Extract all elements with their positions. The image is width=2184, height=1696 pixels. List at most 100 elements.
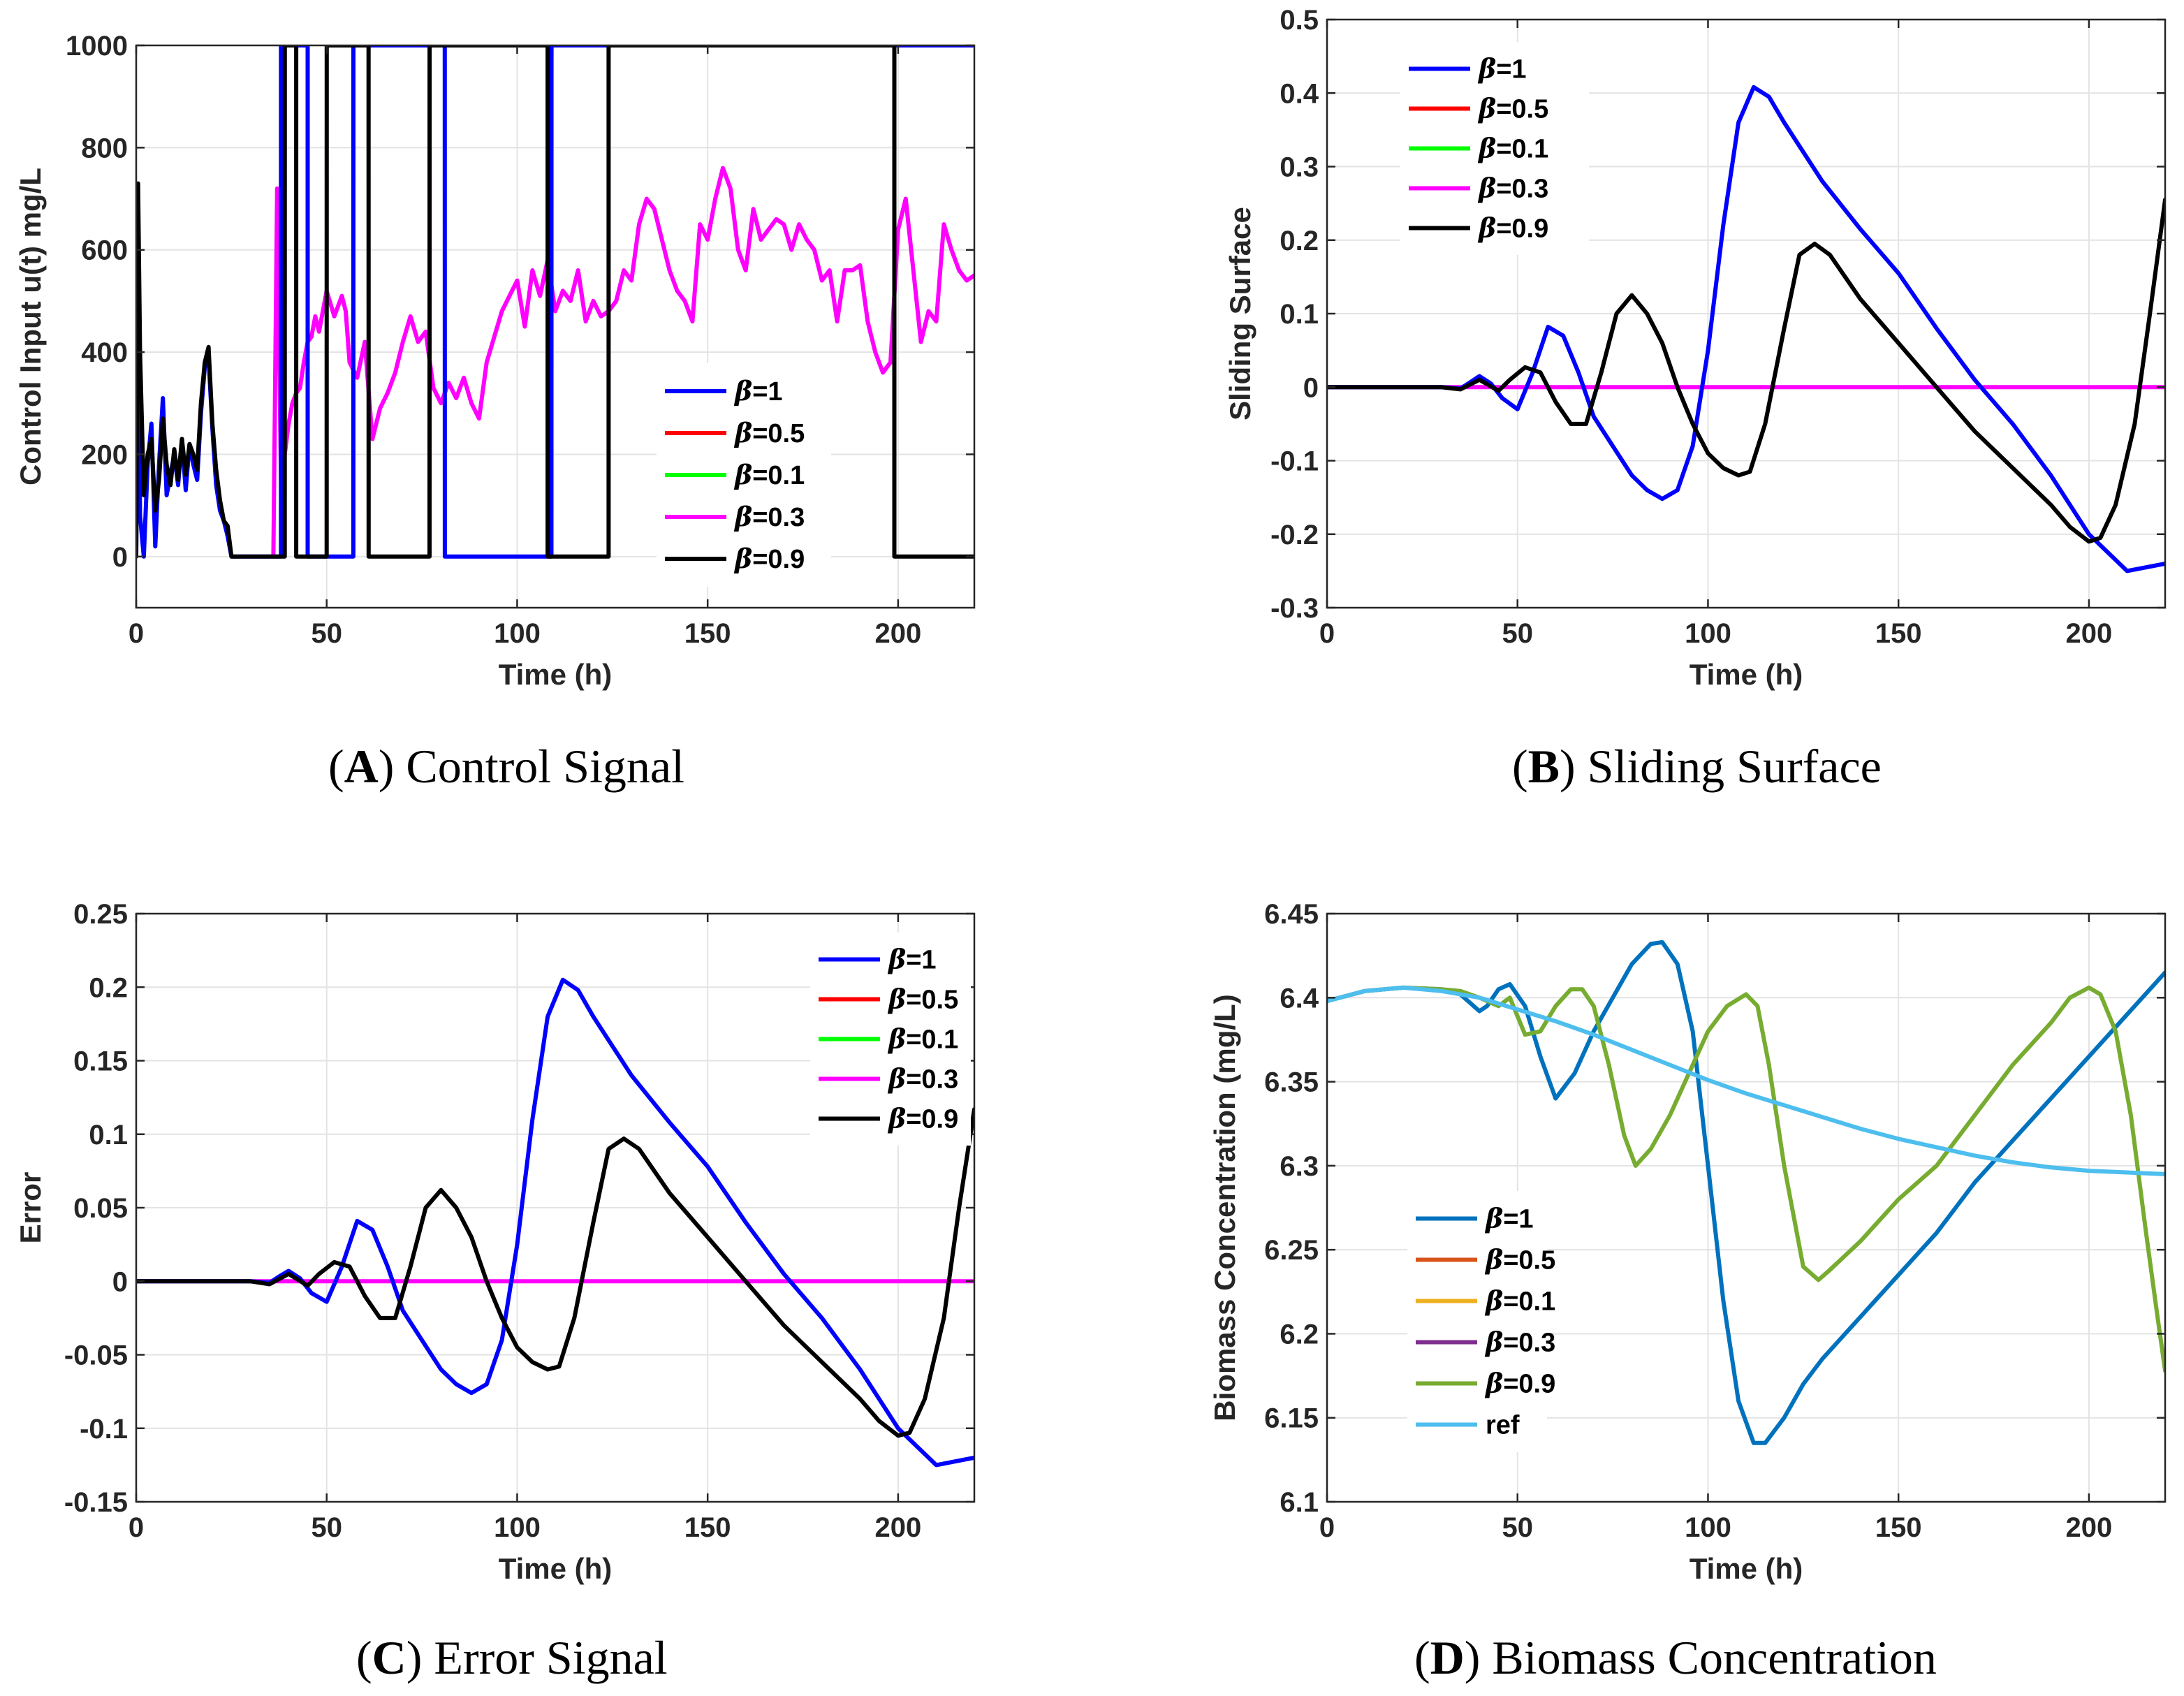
y-axis-label: Biomass Concentration (mg/L) [1208,994,1241,1421]
legend: β=1β=0.5β=0.1β=0.3β=0.9 [657,363,831,587]
ticks: 0 50 100 150 200 -0.15 -0.1 -0.05 0 0.05 0.1 0.15 0.… [64,899,974,1543]
series-group [1327,85,2165,573]
x-tick-label: 50 [311,618,342,649]
caption-letter: D [1430,1631,1465,1684]
axes-box [1326,912,2167,1503]
x-tick-label: 0 [129,1512,144,1543]
legend: β=1β=0.5β=0.1β=0.3β=0.9 [810,933,971,1146]
y-tick-label: 0.1 [1280,299,1319,330]
legend-beta-symbol: β [733,501,752,532]
x-tick-label: 100 [494,618,541,649]
legend-label: β=0.9 [887,1103,958,1134]
caption-letter: B [1528,740,1560,793]
series-line [136,977,974,1468]
x-tick-label: 0 [1319,618,1335,649]
legend-beta-symbol: β [733,459,752,490]
legend-label: β=1 [887,944,937,975]
y-tick-label: 6.45 [1264,899,1319,930]
legend-label: β=0.1 [887,1023,958,1055]
legend-beta-symbol: β [1484,1368,1503,1399]
legend-label: β=1 [1477,53,1527,85]
y-tick-label: -0.15 [64,1487,128,1518]
panel-caption: (C) Error Signal [356,1631,668,1684]
legend-value: =0.3 [906,1065,958,1095]
y-tick-label: 200 [81,439,128,470]
legend-beta-symbol: β [1477,133,1496,164]
series-group [1327,940,2165,1445]
y-tick-label: 0.1 [89,1120,128,1150]
y-axis-label: Sliding Surface [1224,207,1256,421]
y-tick-label: 0.15 [73,1046,128,1077]
x-tick-label: 0 [1319,1512,1335,1543]
legend-value: =0.5 [752,419,805,448]
x-tick-label: 50 [311,1512,342,1543]
legend-beta-symbol: β [1477,93,1496,124]
y-tick-label: 400 [81,337,128,368]
legend-value: ref [1486,1411,1520,1440]
x-tick-label: 150 [684,1512,731,1543]
caption-letter: A [344,740,379,793]
legend-label: β=0.5 [887,984,958,1015]
caption-title: ) Sliding Surface [1560,740,1882,793]
legend-label: β=0.5 [1477,93,1548,124]
legend-value: =0.1 [906,1025,958,1055]
series-group [136,45,974,559]
y-axis-label: Control Input u(t) mg/L [14,168,47,485]
caption-title: ) Error Signal [406,1631,668,1684]
legend-value: =1 [906,946,936,975]
y-tick-label: 6.25 [1264,1235,1319,1266]
y-tick-label: 6.4 [1280,983,1319,1014]
legend-value: =1 [752,377,782,407]
legend-label: β=0.9 [1484,1368,1555,1399]
legend-beta-symbol: β [1484,1244,1503,1275]
x-tick-label: 150 [1875,618,1922,649]
legend-value: =0.3 [1496,175,1548,204]
caption-title: ) Control Signal [379,740,684,793]
y-tick-label: 1000 [66,31,128,61]
legend-value: =0.5 [906,986,958,1015]
legend-value: =0.1 [1496,135,1548,164]
legend-beta-symbol: β [1484,1203,1503,1234]
y-tick-label: -0.05 [64,1340,128,1371]
x-tick-label: 200 [2066,618,2113,649]
legend-label: β=0.1 [1484,1285,1555,1317]
ticks: 0 50 100 150 200 0 200 400 600 800 1000 [66,31,974,649]
legend-beta-symbol: β [887,984,906,1015]
x-tick-label: 200 [875,1512,922,1543]
x-tick-label: 0 [129,618,144,649]
ticks: 0 50 100 150 200 6.1 6.15 6.2 6.25 6.3 6.35 6.4 6.45 [1264,899,2165,1543]
legend-label: β=0.5 [1484,1244,1555,1275]
caption-open-paren: ( [328,740,344,793]
y-tick-label: 0.5 [1280,5,1319,36]
legend-box [1407,1191,1547,1452]
legend-value: =0.1 [1503,1287,1555,1317]
x-tick-label: 200 [2066,1512,2113,1543]
legend-value: =0.9 [906,1105,958,1134]
legend-beta-symbol: β [887,1103,906,1134]
legend-value: =1 [1496,55,1526,85]
x-tick-label: 150 [684,618,731,649]
legend-beta-symbol: β [1484,1326,1503,1358]
y-tick-label: 6.35 [1264,1067,1319,1098]
y-tick-label: 0.3 [1280,152,1319,183]
legend-beta-symbol: β [733,375,752,407]
y-tick-label: 0.2 [89,972,128,1003]
y-tick-label: -0.1 [1270,446,1319,477]
x-tick-label: 50 [1502,1512,1533,1543]
y-tick-label: -0.2 [1270,520,1319,550]
panel-d: 0 50 100 150 200 6.1 6.15 6.2 6.25 6.3 6.35 6.4 6.45… [1208,899,2167,1684]
x-axis-label: Time (h) [499,1552,613,1585]
legend-label: β=0.1 [733,459,805,490]
x-tick-label: 150 [1875,1512,1922,1543]
legend-beta-symbol: β [1484,1285,1503,1317]
y-tick-label: 0 [112,542,128,573]
series-line [136,45,974,559]
y-axis-label: Error [14,1172,47,1244]
legend-label: ref [1486,1411,1520,1440]
legend-value: =0.3 [752,503,805,532]
legend-label: β=0.9 [733,543,805,574]
legend-value: =0.1 [752,461,805,490]
panel-c: 0 50 100 150 200 -0.15 -0.1 -0.05 0 0.05 0.1 0.15 0.… [14,899,976,1684]
